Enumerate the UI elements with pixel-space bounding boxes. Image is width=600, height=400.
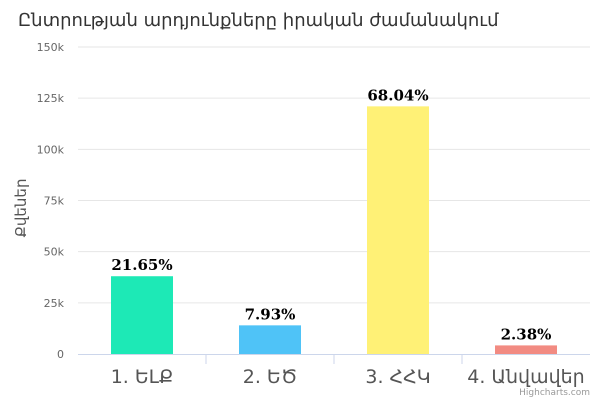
bar[interactable] (239, 325, 301, 354)
data-label: 68.04% (367, 86, 428, 104)
chart-title: Ընտրության արդյունքները իրական ժամանակու… (18, 10, 499, 31)
data-labels: 21.65% 7.93% 68.04% 2.38% (111, 86, 551, 343)
x-tick-label: 2. ԵԾ (243, 366, 297, 388)
data-label: 7.93% (245, 305, 296, 323)
x-tick-label: 1. ԵԼՔ (111, 366, 174, 388)
x-axis-ticks: 1. ԵԼՔ 2. ԵԾ 3. ՀՀԿ 4. Անվավեր (111, 354, 585, 388)
gridlines (78, 46, 590, 304)
data-label: 21.65% (111, 256, 172, 274)
y-tick-label: 50k (44, 246, 65, 259)
bar[interactable] (495, 345, 557, 354)
data-label: 2.38% (501, 325, 552, 343)
y-axis-label: Քվեներ (12, 179, 30, 238)
y-tick-label: 0 (57, 348, 64, 361)
x-tick-label: 4. Անվավեր (467, 366, 584, 388)
credits-link[interactable]: Highcharts.com (519, 388, 590, 398)
bars (111, 106, 557, 354)
y-tick-label: 150k (37, 41, 65, 54)
y-tick-label: 75k (44, 195, 65, 208)
y-tick-label: 125k (37, 92, 65, 105)
bar[interactable] (111, 276, 173, 354)
bar[interactable] (367, 106, 429, 354)
x-tick-label: 3. ՀՀԿ (365, 366, 430, 388)
y-axis-ticks: 0 25k 50k 75k 100k 125k 150k (37, 41, 65, 361)
y-tick-label: 100k (37, 143, 65, 156)
y-tick-label: 25k (44, 297, 65, 310)
